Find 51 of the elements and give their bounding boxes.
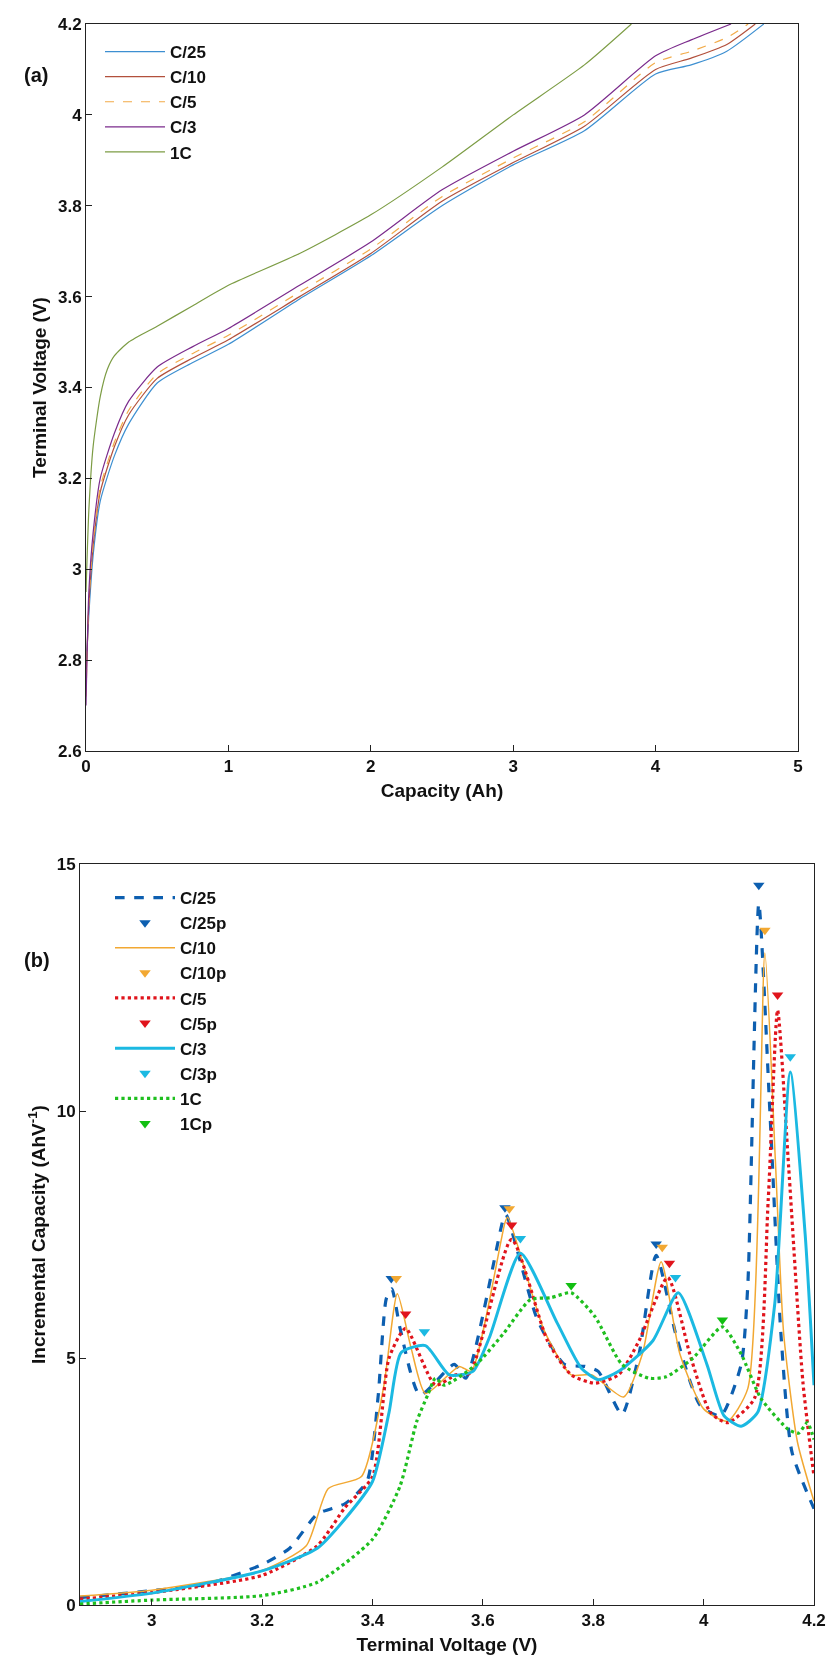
legend-label: C/5p (180, 1014, 217, 1034)
y-tick-label: 0 (66, 1595, 76, 1615)
legend-label: C/10p (180, 964, 227, 984)
legend-label: C/5 (170, 93, 197, 113)
legend-label: C/10 (170, 68, 206, 88)
point (656, 1244, 668, 1253)
text: (b) (24, 949, 50, 971)
legend-label: C/25 (180, 889, 216, 909)
point (565, 1282, 577, 1291)
x-axis-title: Capacity (Ah) (380, 780, 504, 802)
x-tick-label: 3.6 (471, 1611, 495, 1631)
x-tick-label: 3 (508, 757, 518, 777)
line-series (86, 24, 632, 593)
x-tick-label: 3.8 (581, 1611, 606, 1631)
legend-label: C/3 (180, 1039, 207, 1059)
y-tick-label: 2.8 (57, 651, 82, 671)
point (759, 927, 771, 936)
x-axis-title: Terminal Voltage (V) (356, 1634, 538, 1656)
legend-label: C/25 (170, 43, 206, 63)
y-tick-label: 3.4 (57, 378, 83, 398)
x-tick-label: 4 (650, 757, 661, 777)
y-tick-label: 4.2 (57, 14, 82, 34)
x-tick-label: 3.4 (360, 1611, 385, 1631)
legend-label: C/10 (180, 939, 216, 959)
y-tick-label: 5 (66, 1348, 76, 1368)
y-tick-label: 3.8 (57, 196, 82, 216)
x-tick-label: 2 (366, 757, 376, 777)
legend-label: 1C (170, 143, 192, 163)
y-tick-label: 15 (56, 854, 76, 874)
y-tick-label: 10 (56, 1101, 76, 1121)
legend-label: 1Cp (180, 1115, 213, 1135)
y-tick-label: 3 (72, 560, 82, 580)
y-axis-title: Terminal Voltage (V) (28, 297, 50, 478)
y-tick-label: 3.6 (57, 287, 82, 307)
x-tick-label: 4.2 (802, 1611, 826, 1631)
y-tick-label: 2.6 (57, 741, 82, 761)
x-tick-label: 3 (147, 1611, 157, 1631)
legend-label: C/3p (180, 1064, 217, 1084)
legend-label: C/3 (170, 118, 197, 138)
legend-label: C/25p (180, 914, 227, 934)
x-tick-label: 3.2 (250, 1611, 274, 1631)
x-tick-label: 1 (223, 757, 234, 777)
x-tick-label: 5 (793, 757, 803, 777)
text: (a) (24, 64, 49, 86)
point (390, 1275, 402, 1284)
legend-label: C/5 (180, 989, 207, 1009)
point (753, 882, 765, 891)
legend-label: 1C (180, 1089, 202, 1109)
x-tick-label: 4 (698, 1611, 709, 1631)
y-tick-label: 3.2 (57, 469, 82, 489)
y-tick-label: 4 (72, 105, 83, 125)
